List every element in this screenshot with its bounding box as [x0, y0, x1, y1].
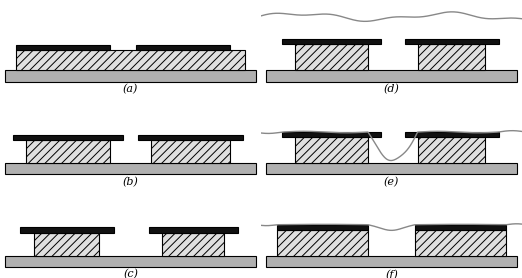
Bar	[266, 163, 517, 174]
Bar	[20, 227, 113, 233]
Bar	[138, 135, 243, 140]
Bar	[162, 233, 224, 256]
Bar	[16, 45, 110, 50]
Bar	[295, 44, 368, 70]
Bar	[277, 225, 368, 230]
Text: (b): (b)	[123, 177, 138, 187]
Text: (a): (a)	[123, 84, 138, 94]
Text: (c): (c)	[123, 269, 138, 278]
Bar	[151, 140, 230, 163]
Bar	[5, 70, 256, 81]
Bar	[277, 230, 368, 256]
Bar	[405, 39, 499, 44]
Bar	[282, 39, 381, 44]
Bar	[5, 163, 256, 174]
Bar	[13, 135, 123, 140]
Bar	[34, 233, 99, 256]
Bar	[266, 256, 517, 267]
Bar	[415, 230, 506, 256]
Bar	[295, 137, 368, 163]
Bar	[136, 45, 230, 50]
Bar	[5, 256, 256, 267]
Bar	[418, 137, 485, 163]
Bar	[149, 227, 238, 233]
Bar	[405, 132, 499, 137]
Text: (f): (f)	[385, 269, 398, 278]
Bar	[266, 70, 517, 81]
Bar	[26, 140, 110, 163]
Bar	[16, 50, 245, 70]
Bar	[418, 44, 485, 70]
Text: (d): (d)	[384, 84, 399, 94]
Bar	[415, 225, 506, 230]
Bar	[282, 132, 381, 137]
Text: (e): (e)	[384, 177, 399, 187]
